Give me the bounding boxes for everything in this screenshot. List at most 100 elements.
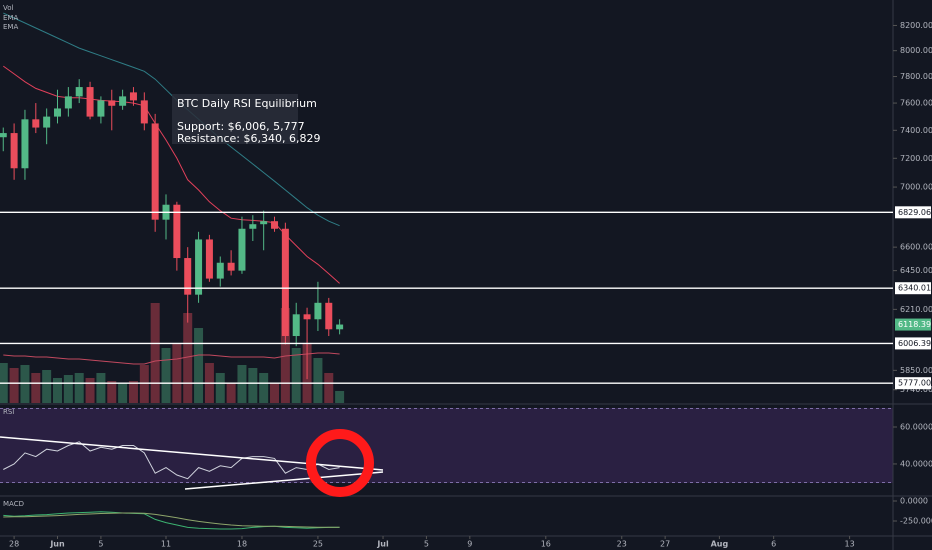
annotation-resistance: Resistance: $6,340, 6,829 (177, 132, 320, 145)
volume-bar (324, 373, 334, 403)
x-tick-label: 9 (467, 540, 472, 549)
volume-ma (3, 352, 340, 365)
candle-body (0, 133, 7, 138)
candle-body (227, 262, 235, 271)
candle-body (260, 221, 268, 225)
y-tick-label: 8000.00 (900, 46, 932, 55)
volume-bar (280, 308, 290, 403)
y-tick-label: 5740.00 (900, 385, 932, 394)
trend-line (184, 471, 384, 490)
level-label-box (895, 377, 931, 390)
candle-body (97, 100, 105, 117)
volume-bar (226, 383, 236, 403)
highlight-circle (306, 429, 374, 497)
y-tick-label: 6600.00 (900, 243, 932, 252)
y-tick-label: 7800.00 (900, 72, 932, 81)
volume-bar (248, 368, 258, 403)
candle-body (216, 262, 224, 279)
rsi-title: RSI (3, 408, 14, 416)
candle-body (43, 116, 51, 128)
x-tick-label: 5 (98, 540, 103, 549)
candle-body (10, 133, 18, 169)
volume-bar (215, 373, 225, 403)
macd-title: MACD (3, 500, 24, 508)
x-tick-label: 5 (424, 540, 429, 549)
volume-bar (74, 373, 84, 403)
y-tick-label: 7000.00 (900, 183, 932, 192)
x-tick-label: Aug (711, 540, 729, 549)
volume-bar (9, 368, 19, 403)
level-label: 6006.39 (898, 339, 931, 348)
x-tick-label: 18 (237, 540, 247, 549)
y-tick-label: 0.0000 (900, 497, 928, 506)
y-tick-label: 7600.00 (900, 99, 932, 108)
level-label-box (895, 206, 931, 219)
level-label: 6340.01 (898, 284, 931, 293)
volume-bar (107, 381, 117, 403)
volume-bar (20, 365, 30, 403)
volume-bar (42, 370, 52, 403)
macd-line (3, 511, 340, 530)
candle-body (195, 239, 203, 295)
level-label-box (895, 282, 931, 295)
volume-bar (96, 373, 106, 403)
candle-body (325, 302, 333, 330)
volume-bar (139, 365, 149, 403)
x-tick-label: Jun (49, 540, 65, 549)
candle-body (64, 96, 72, 109)
annotation-box (172, 94, 298, 144)
candle-body (75, 87, 83, 97)
candle-body (21, 119, 29, 169)
volume-bar (85, 378, 95, 403)
y-tick-label: -250.0000 (900, 517, 932, 526)
y-tick-label: 7400.00 (900, 126, 932, 135)
volume-bar (259, 373, 269, 403)
level-label-box (895, 337, 931, 350)
x-tick-label: Jul (376, 540, 389, 549)
y-tick-label: 6450.00 (900, 266, 932, 275)
annotation-support: Support: $6,006, 5,777 (177, 120, 305, 133)
x-tick-label: 23 (617, 540, 627, 549)
y-tick-label: 7200.00 (900, 154, 932, 163)
candle-body (140, 100, 148, 124)
candle-body (32, 119, 40, 128)
level-label: 6829.06 (898, 208, 931, 217)
x-tick-label: 6 (771, 540, 776, 549)
candle-body (336, 324, 344, 330)
candle-body (238, 228, 246, 271)
volume-bar (31, 373, 41, 403)
rsi-line (3, 441, 340, 480)
y-tick-label: 5850.00 (900, 366, 932, 375)
legend-entry: Vol (3, 4, 14, 12)
volume-bar (63, 375, 73, 403)
x-tick-label: 28 (9, 540, 19, 549)
main-pane: 5740.00 5850.00 6210.00 6450.00 6600.00 7000.… (0, 12, 932, 549)
candle-body (303, 314, 311, 320)
candle-body (151, 123, 159, 220)
candle-body (129, 92, 137, 101)
candle-body (249, 224, 257, 229)
legend-entry: EMA (3, 23, 18, 31)
candle-body (119, 96, 127, 106)
candle-body (173, 204, 181, 259)
volume-bar (128, 381, 138, 403)
candle-body (205, 239, 213, 279)
x-tick-label: 13 (845, 540, 855, 549)
volume-bar (150, 303, 160, 403)
candle-body (281, 228, 289, 337)
candle-body (108, 100, 116, 106)
candle-body (86, 87, 94, 117)
trend-line (0, 436, 384, 471)
volume-bar (183, 313, 193, 403)
rsi-band (0, 408, 893, 483)
volume-bar (194, 328, 204, 403)
candle-body (292, 314, 300, 337)
volume-bar (313, 358, 323, 403)
level-label: 5777.00 (898, 379, 931, 388)
y-tick-label: 40.0000 (900, 459, 932, 468)
candle-body (271, 221, 279, 229)
volume-bar (161, 348, 171, 403)
x-tick-label: 25 (313, 540, 323, 549)
